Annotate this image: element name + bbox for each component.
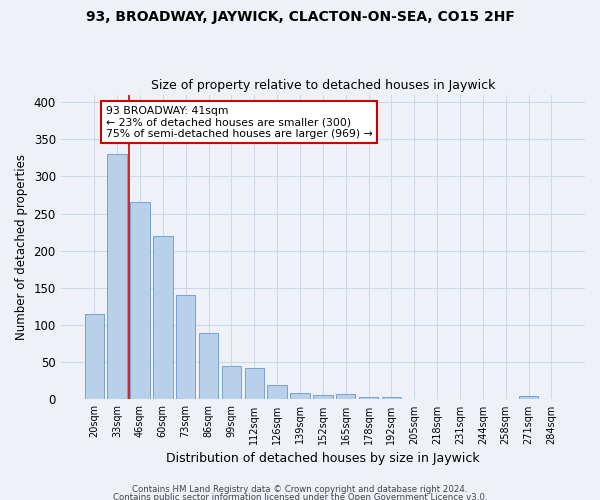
Bar (245, 368, 264, 400)
Text: Contains public sector information licensed under the Open Government Licence v3: Contains public sector information licen… (113, 494, 487, 500)
Y-axis label: Number of detached properties: Number of detached properties (15, 154, 28, 340)
Bar (268, 384, 287, 400)
Bar (85, 314, 104, 400)
Bar (382, 397, 401, 400)
Bar (221, 366, 241, 400)
Bar (359, 397, 378, 400)
Text: Contains HM Land Registry data © Crown copyright and database right 2024.: Contains HM Land Registry data © Crown c… (132, 485, 468, 494)
Bar (199, 332, 218, 400)
X-axis label: Distribution of detached houses by size in Jaywick: Distribution of detached houses by size … (166, 452, 479, 465)
Bar (336, 394, 355, 400)
Bar (153, 236, 173, 400)
Bar (176, 296, 196, 400)
Title: Size of property relative to detached houses in Jaywick: Size of property relative to detached ho… (151, 79, 495, 92)
Text: 93 BROADWAY: 41sqm
← 23% of detached houses are smaller (300)
75% of semi-detach: 93 BROADWAY: 41sqm ← 23% of detached hou… (106, 106, 373, 139)
Text: 93, BROADWAY, JAYWICK, CLACTON-ON-SEA, CO15 2HF: 93, BROADWAY, JAYWICK, CLACTON-ON-SEA, C… (86, 10, 514, 24)
Bar (519, 396, 538, 400)
Bar (130, 202, 149, 400)
Bar (107, 154, 127, 400)
Bar (290, 392, 310, 400)
Bar (313, 395, 332, 400)
